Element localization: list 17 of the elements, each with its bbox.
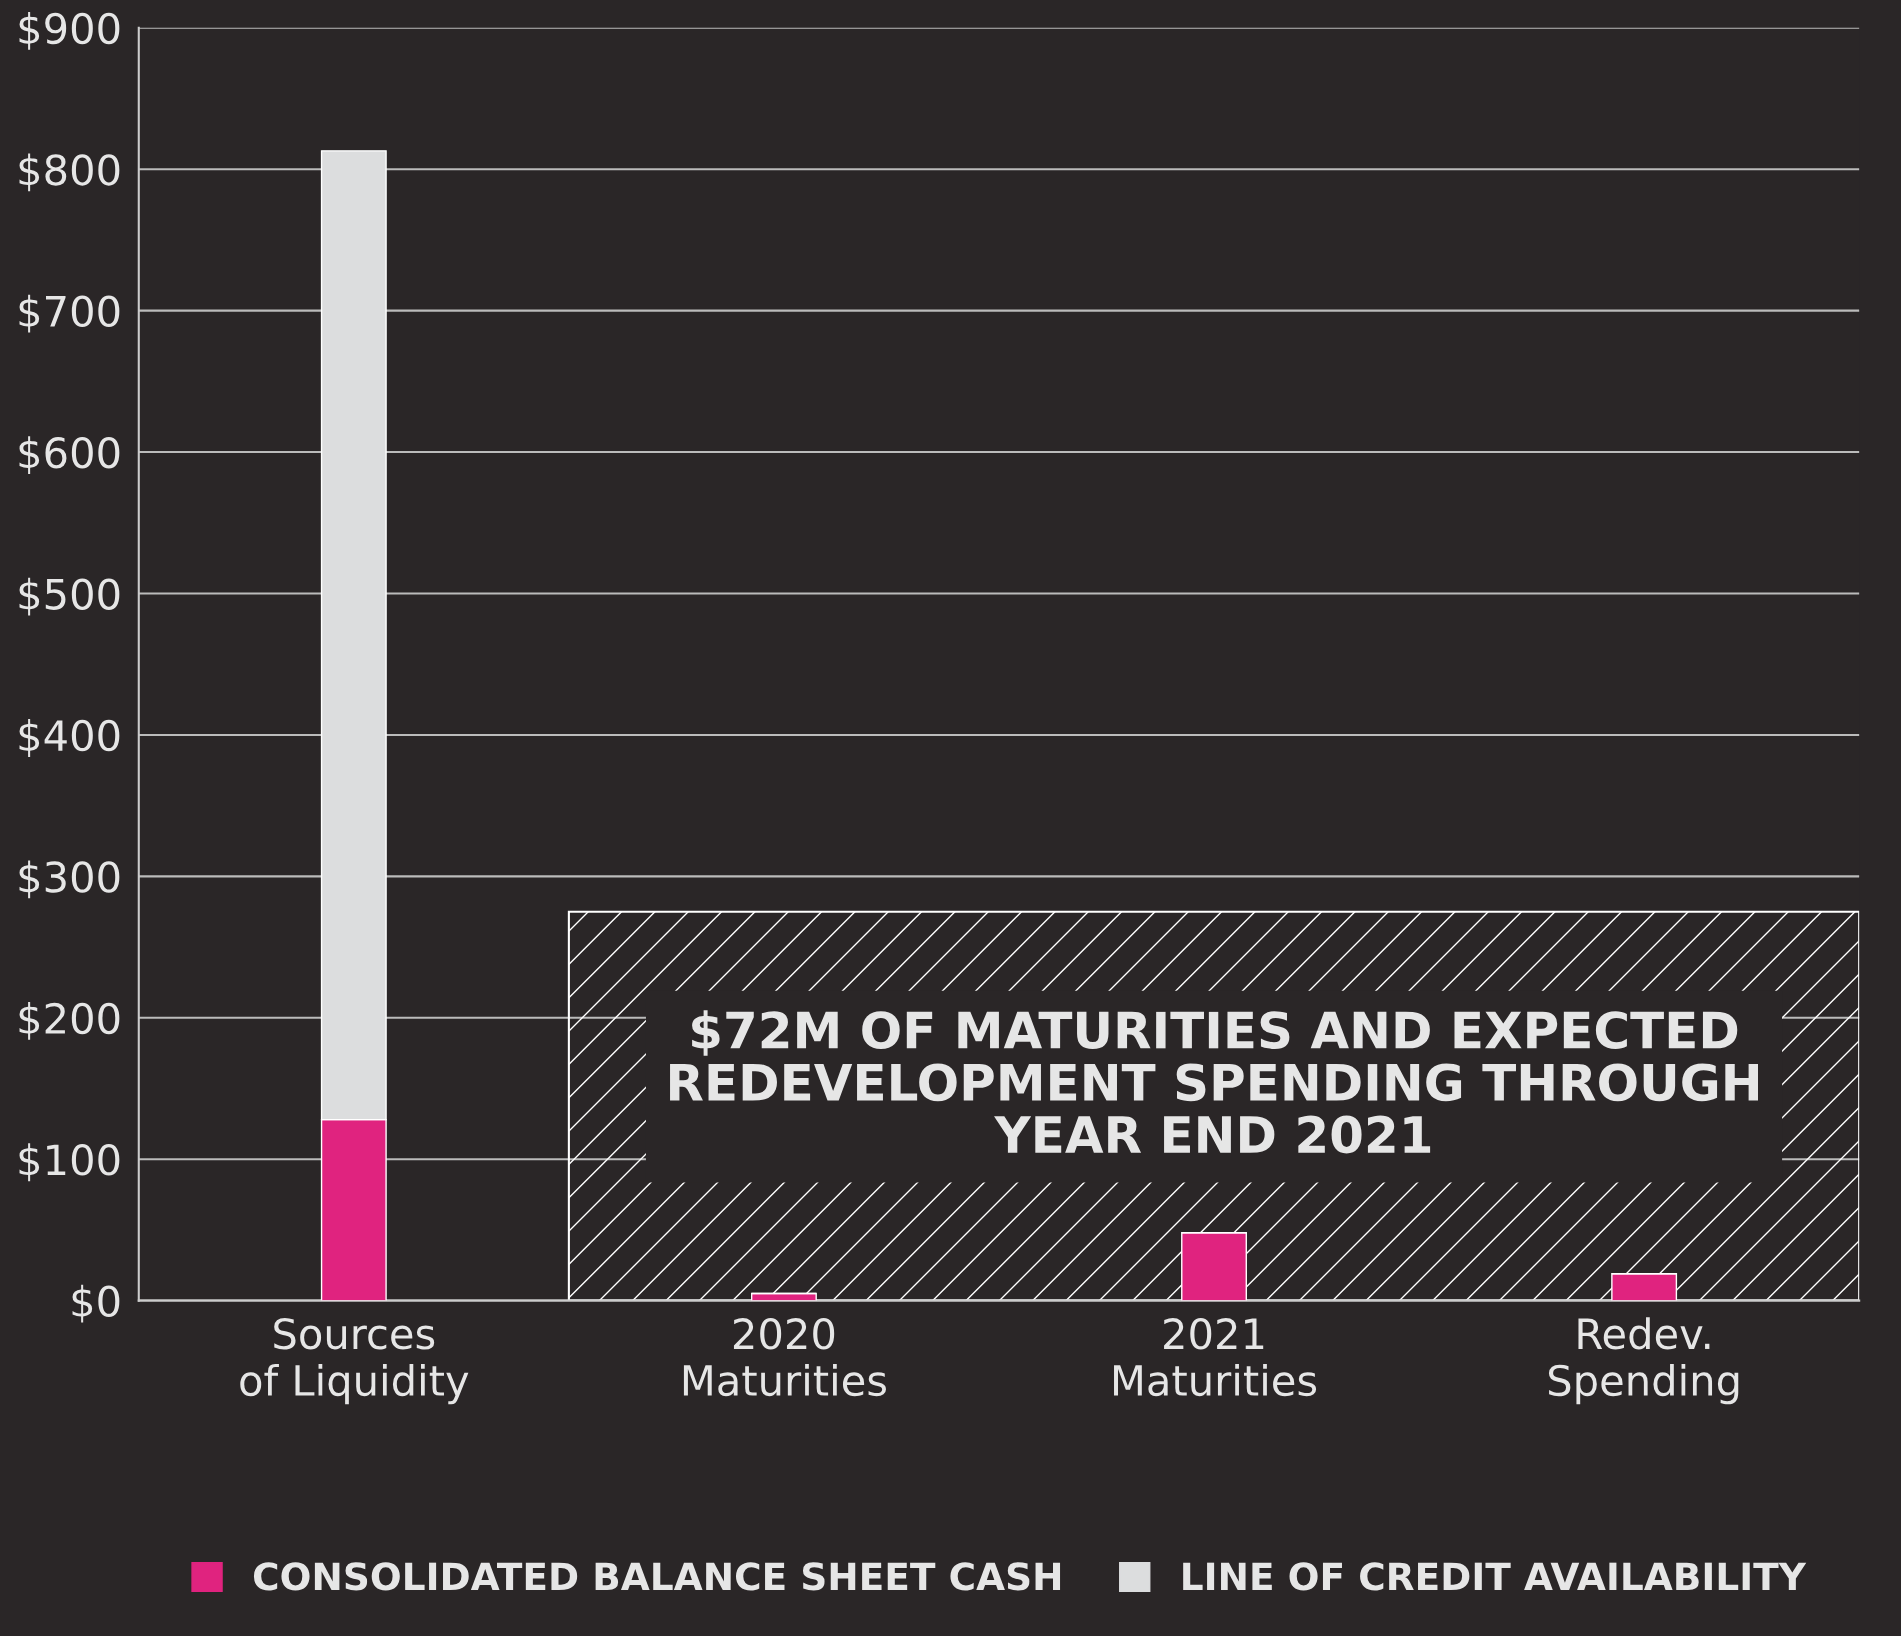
- y-tick-label: $100: [19, 1143, 120, 1182]
- x-tick-label: 2021 Maturities: [1114, 1318, 1317, 1397]
- x-tick-label: Sources of Liquidity: [240, 1318, 469, 1405]
- legend-label: CONSOLIDATED BALANCE SHEET CASH: [253, 1562, 1061, 1591]
- y-tick-label: $300: [19, 860, 120, 899]
- x-tick-label: 2020 Maturities: [683, 1318, 886, 1397]
- y-tick-label: $200: [19, 1001, 120, 1040]
- band-label: $72M OF MATURITIES AND EXPECTED REDEVELOPMENT SPENDING THROUGH YEAR END 2021: [670, 1010, 1758, 1154]
- legend-label: LINE OF CREDIT AVAILABILITY: [1183, 1562, 1807, 1591]
- y-tick-label: $0: [72, 1284, 120, 1323]
- y-tick-label: $800: [19, 153, 120, 192]
- y-tick-label: $900: [19, 11, 120, 50]
- y-tick-label: $500: [19, 577, 120, 616]
- y-tick-label: $700: [19, 294, 120, 333]
- y-tick-label: $600: [19, 436, 120, 475]
- y-tick-label: $400: [19, 719, 120, 757]
- x-tick-label: Redev. Spending: [1548, 1317, 1739, 1405]
